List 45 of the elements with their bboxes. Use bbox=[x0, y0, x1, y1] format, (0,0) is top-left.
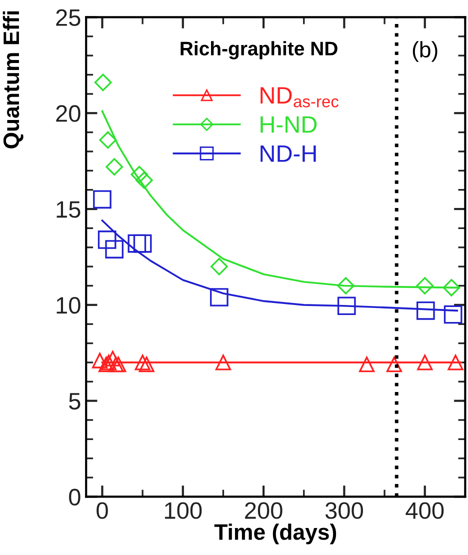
legend-label: ND-H bbox=[260, 145, 316, 162]
x-tick-label: 300 bbox=[325, 502, 363, 519]
point bbox=[210, 258, 228, 276]
x-tick-label: 0 bbox=[96, 502, 108, 519]
legend-label: H-ND bbox=[260, 116, 317, 133]
point bbox=[128, 234, 146, 253]
y-tick-label: 0 bbox=[69, 488, 80, 506]
point bbox=[98, 230, 116, 249]
y-tick-label: 20 bbox=[56, 105, 80, 122]
point bbox=[359, 356, 375, 372]
y-axis-title: Quantum Effi bbox=[2, 11, 24, 148]
x-tick-label: 400 bbox=[406, 502, 444, 519]
x-tick-label: 100 bbox=[165, 502, 202, 519]
y-tick-label: 10 bbox=[56, 296, 80, 314]
point bbox=[210, 288, 228, 306]
legend-label: ND$_{as‐rec}$ bbox=[260, 87, 339, 108]
point bbox=[337, 277, 355, 294]
point bbox=[130, 166, 148, 184]
point bbox=[337, 296, 356, 316]
point bbox=[444, 305, 462, 324]
point bbox=[135, 172, 153, 189]
point bbox=[448, 354, 464, 370]
point bbox=[134, 354, 150, 370]
point bbox=[442, 278, 460, 296]
x-tick-label: 200 bbox=[245, 502, 282, 519]
point bbox=[133, 234, 152, 253]
point bbox=[138, 356, 154, 372]
y-tick-label: 5 bbox=[69, 393, 80, 410]
point bbox=[99, 131, 117, 149]
y-tick-label: 15 bbox=[56, 201, 80, 218]
point bbox=[215, 354, 232, 370]
point bbox=[93, 190, 112, 209]
point bbox=[106, 158, 124, 176]
point bbox=[92, 352, 108, 368]
point bbox=[94, 74, 112, 92]
annotation: (b) bbox=[412, 41, 438, 62]
y-tick-label: 25 bbox=[56, 9, 80, 26]
x-axis-title: Time (days) bbox=[214, 524, 336, 544]
annotation: Rich-graphite ND bbox=[180, 41, 338, 60]
point bbox=[104, 350, 121, 366]
point bbox=[416, 302, 435, 320]
point bbox=[416, 277, 434, 294]
point bbox=[105, 240, 124, 258]
point bbox=[417, 354, 433, 370]
point bbox=[386, 356, 402, 372]
